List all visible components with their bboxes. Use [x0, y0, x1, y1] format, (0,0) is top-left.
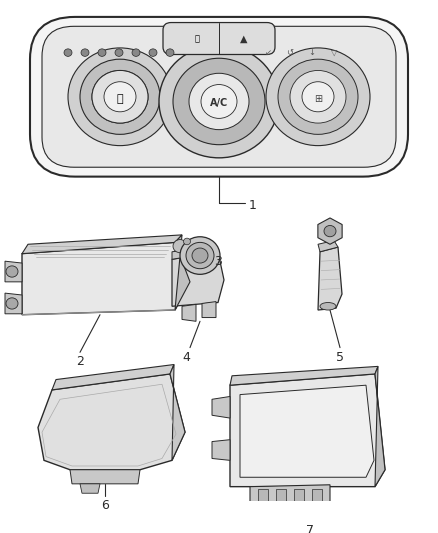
Bar — [258, 489, 268, 502]
Polygon shape — [230, 366, 378, 385]
Polygon shape — [5, 261, 22, 282]
Polygon shape — [80, 484, 100, 493]
Text: A/C: A/C — [210, 99, 228, 108]
Polygon shape — [175, 235, 190, 310]
Bar — [312, 489, 322, 502]
Text: ↓: ↓ — [308, 48, 315, 57]
Circle shape — [184, 238, 191, 245]
Polygon shape — [250, 485, 330, 505]
Circle shape — [180, 237, 220, 274]
Polygon shape — [318, 247, 342, 310]
Circle shape — [189, 73, 249, 130]
Text: ↺: ↺ — [286, 48, 293, 57]
Circle shape — [186, 243, 214, 269]
Circle shape — [6, 298, 18, 309]
Circle shape — [64, 49, 72, 56]
Circle shape — [92, 70, 148, 123]
Polygon shape — [318, 218, 342, 244]
Bar — [294, 489, 304, 502]
Polygon shape — [230, 374, 385, 487]
Polygon shape — [52, 365, 174, 390]
Circle shape — [132, 49, 140, 56]
Circle shape — [166, 49, 174, 56]
Polygon shape — [212, 440, 230, 461]
Polygon shape — [172, 246, 218, 259]
Text: 4: 4 — [182, 351, 190, 365]
Text: ↙: ↙ — [265, 48, 272, 57]
Circle shape — [159, 45, 279, 158]
Circle shape — [201, 85, 237, 118]
Circle shape — [68, 48, 172, 146]
Polygon shape — [182, 304, 196, 321]
Text: ⊞: ⊞ — [314, 94, 322, 103]
Polygon shape — [5, 293, 22, 314]
Text: ⛄: ⛄ — [194, 34, 199, 43]
Polygon shape — [172, 252, 224, 306]
Text: ▲: ▲ — [240, 34, 247, 44]
Circle shape — [6, 266, 18, 277]
Text: 5: 5 — [336, 351, 344, 365]
Polygon shape — [38, 374, 185, 470]
Circle shape — [115, 49, 123, 56]
Polygon shape — [70, 470, 140, 484]
Polygon shape — [170, 365, 185, 461]
Circle shape — [81, 49, 89, 56]
Text: 6: 6 — [101, 499, 109, 512]
Polygon shape — [318, 240, 338, 252]
Circle shape — [149, 49, 157, 56]
Bar — [276, 489, 286, 502]
Circle shape — [278, 59, 358, 134]
Circle shape — [302, 82, 334, 112]
Text: ▽: ▽ — [331, 48, 337, 57]
Circle shape — [290, 70, 346, 123]
Ellipse shape — [320, 303, 336, 310]
Circle shape — [324, 225, 336, 237]
Circle shape — [173, 239, 187, 253]
Polygon shape — [202, 302, 216, 318]
FancyBboxPatch shape — [42, 26, 396, 167]
Circle shape — [92, 70, 148, 123]
Circle shape — [192, 248, 208, 263]
Polygon shape — [375, 366, 385, 487]
Text: 🚗: 🚗 — [117, 94, 124, 103]
Circle shape — [98, 49, 106, 56]
Polygon shape — [240, 385, 374, 477]
Text: 2: 2 — [76, 355, 84, 368]
FancyBboxPatch shape — [30, 17, 408, 176]
Circle shape — [266, 48, 370, 146]
Circle shape — [104, 82, 136, 112]
Polygon shape — [212, 397, 230, 418]
FancyBboxPatch shape — [163, 22, 275, 54]
Circle shape — [173, 58, 265, 144]
Circle shape — [80, 59, 160, 134]
Polygon shape — [22, 243, 190, 314]
Text: 3: 3 — [214, 255, 222, 268]
Text: 7: 7 — [306, 524, 314, 533]
Polygon shape — [22, 235, 182, 254]
Text: 1: 1 — [249, 199, 257, 212]
